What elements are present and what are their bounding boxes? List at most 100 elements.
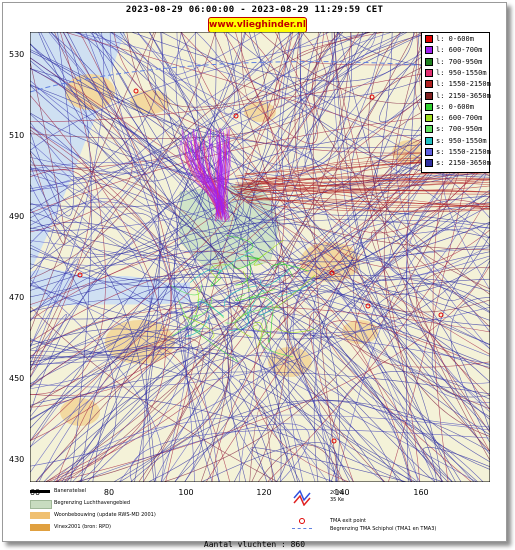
flight-track bbox=[282, 112, 490, 482]
map-legend-label: Banenstelsel bbox=[54, 488, 87, 494]
legend-entry: s: 950-1550m bbox=[425, 136, 487, 146]
flight-track bbox=[147, 32, 425, 108]
map-legend-label: 35 Ke bbox=[330, 497, 345, 503]
urban-swatch bbox=[30, 512, 50, 519]
legend-label: s: 600-700m bbox=[436, 114, 483, 123]
low-track bbox=[192, 296, 213, 317]
flight-track bbox=[30, 135, 490, 415]
flight-track bbox=[63, 32, 416, 482]
low-track bbox=[225, 296, 254, 324]
flight-track bbox=[63, 278, 490, 482]
map-legend-label: TMA exit point bbox=[330, 518, 367, 524]
x-tick-label: 140 bbox=[334, 488, 350, 497]
arrival-track bbox=[235, 171, 490, 195]
flight-track bbox=[30, 32, 244, 282]
flight-track bbox=[30, 32, 217, 257]
flight-track bbox=[30, 83, 148, 174]
flight-track bbox=[30, 57, 437, 482]
flight-track bbox=[267, 194, 490, 482]
flight-track bbox=[30, 32, 155, 333]
legend-label: l: 0-600m bbox=[436, 35, 474, 43]
flight-track bbox=[30, 94, 166, 482]
legend-swatch bbox=[425, 91, 433, 100]
flight-track bbox=[336, 225, 490, 482]
runway-swatch bbox=[30, 490, 50, 493]
flight-track bbox=[91, 32, 490, 221]
legend-swatch bbox=[425, 80, 433, 89]
flight-track bbox=[30, 314, 67, 379]
altitude-legend: l: 0-600m l: 600-700m l: 700-950m l: 950-15… bbox=[421, 32, 491, 173]
flight-track bbox=[149, 32, 282, 482]
low-track bbox=[274, 262, 293, 278]
low-track bbox=[235, 288, 276, 301]
arrival-track bbox=[239, 196, 490, 208]
flight-track bbox=[328, 371, 490, 482]
flight-track bbox=[287, 32, 490, 345]
flight-track bbox=[331, 32, 490, 403]
low-track bbox=[253, 239, 284, 266]
legend-swatch bbox=[425, 148, 433, 156]
flight-track bbox=[30, 273, 490, 321]
low-track bbox=[252, 324, 271, 334]
legend-swatch bbox=[425, 136, 433, 145]
legend-label: s: 2150-3650m bbox=[436, 159, 491, 168]
flight-track bbox=[173, 32, 295, 482]
low-track bbox=[242, 307, 281, 316]
legend-entry: l: 1550-2150m bbox=[425, 80, 491, 89]
flight-track-map bbox=[30, 32, 490, 482]
flight-track bbox=[78, 423, 310, 482]
flight-track bbox=[30, 85, 479, 482]
flight-track bbox=[76, 32, 160, 482]
arrival-track bbox=[243, 180, 490, 193]
flight-track bbox=[91, 32, 490, 456]
low-track bbox=[275, 328, 315, 333]
tma-exit-icon bbox=[299, 518, 305, 524]
x-tick-label: 160 bbox=[413, 488, 429, 497]
low-track bbox=[170, 284, 202, 296]
flight-track bbox=[30, 278, 164, 482]
flight-track bbox=[30, 67, 133, 233]
map-legend-label: Vinex2001 (bron: RPD) bbox=[54, 524, 111, 530]
legend-label: s: 700-950m bbox=[436, 125, 483, 134]
low-track bbox=[270, 263, 309, 272]
map-frame: 2023-08-29 06:00:00 - 2023-08-29 11:29:5… bbox=[2, 2, 507, 549]
low-track bbox=[193, 328, 239, 363]
arrival-track bbox=[233, 188, 490, 195]
flight-track bbox=[370, 278, 490, 436]
flight-track bbox=[147, 32, 393, 482]
legend-swatch bbox=[425, 125, 433, 134]
x-tick-label: 120 bbox=[256, 488, 272, 497]
period-title: 2023-08-29 06:00:00 - 2023-08-29 11:29:5… bbox=[125, 5, 384, 15]
flight-track bbox=[30, 328, 490, 372]
low-track bbox=[275, 274, 316, 308]
legend-label: l: 700-950m bbox=[436, 57, 483, 66]
approach-track bbox=[224, 140, 227, 213]
arrival-track bbox=[230, 178, 490, 188]
arrival-track bbox=[232, 199, 490, 208]
flight-track bbox=[30, 337, 204, 482]
low-track bbox=[262, 314, 268, 331]
arrival-track bbox=[245, 201, 490, 212]
low-track bbox=[260, 270, 290, 287]
low-track bbox=[210, 271, 222, 287]
flight-track bbox=[56, 345, 231, 482]
flight-track bbox=[30, 305, 279, 482]
y-tick-label: 430 bbox=[9, 455, 25, 464]
map-legend-label: 20 Ke bbox=[330, 490, 345, 496]
flight-track bbox=[53, 264, 490, 482]
flight-track bbox=[30, 259, 490, 411]
flight-track bbox=[126, 32, 490, 251]
flight-track bbox=[309, 311, 443, 482]
low-track bbox=[277, 280, 315, 298]
low-track bbox=[232, 253, 266, 269]
low-track bbox=[197, 301, 224, 317]
flight-track bbox=[62, 32, 92, 482]
low-track bbox=[224, 285, 258, 307]
flight-track bbox=[30, 42, 436, 482]
flight-track bbox=[30, 51, 341, 482]
flight-track bbox=[30, 32, 156, 212]
site-logo[interactable]: www.vlieghinder.nl bbox=[208, 17, 307, 33]
flight-track bbox=[40, 32, 165, 176]
flight-track bbox=[213, 32, 288, 482]
flight-track bbox=[30, 32, 458, 190]
